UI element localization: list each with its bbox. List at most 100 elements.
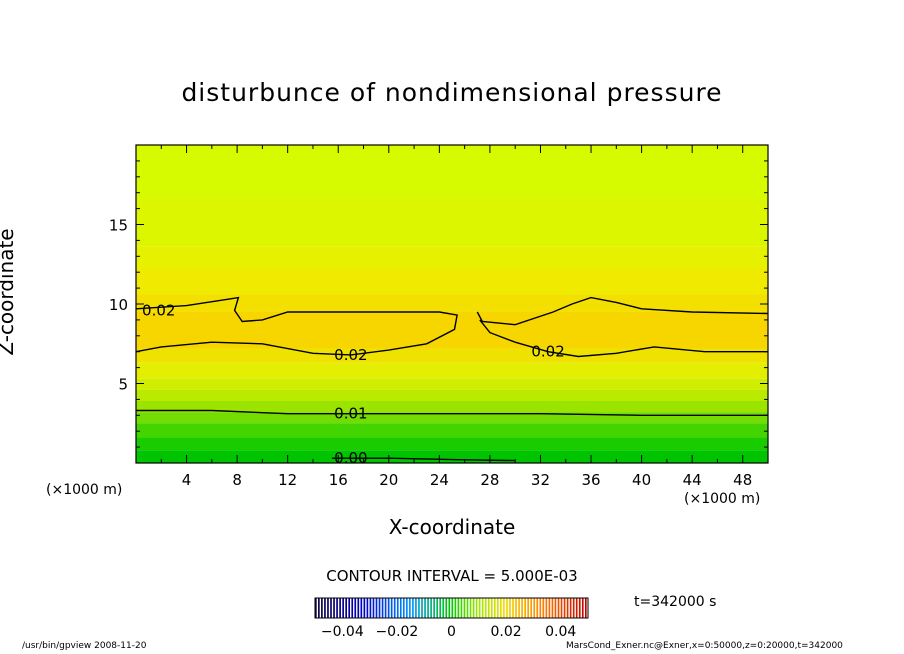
colorbar-stripe	[412, 598, 414, 618]
colorbar-stripe	[575, 598, 578, 618]
colorbar-tick-label: −0.02	[375, 624, 418, 640]
colorbar-stripe	[436, 598, 439, 618]
colorbar-stripe	[378, 598, 381, 618]
colorbar-frame	[314, 597, 589, 619]
colorbar-stripe	[560, 598, 563, 618]
fill-band	[136, 269, 768, 295]
colorbar-stripe	[330, 598, 332, 618]
fill-band	[136, 348, 768, 363]
colorbar-stripe	[484, 598, 487, 618]
fill-band	[136, 378, 768, 390]
colorbar-stripe	[345, 598, 348, 618]
colorbar-stripe	[542, 598, 545, 618]
x-tick-label: 36	[581, 471, 600, 489]
colorbar-stripe	[336, 598, 338, 618]
contour-fill-layer	[136, 145, 768, 463]
colorbar-stripe	[424, 598, 426, 618]
colorbar-stripe	[387, 598, 390, 618]
colorbar-stripe	[506, 598, 508, 618]
colorbar-stripe	[460, 598, 463, 618]
fill-band	[136, 400, 768, 413]
colorbar-stripe	[497, 598, 499, 618]
colorbar-stripe	[527, 598, 530, 618]
fill-band	[136, 437, 768, 451]
colorbar: −0.04 −0.02 0 0.02 0.04	[314, 597, 589, 640]
colorbar-stripe	[390, 598, 393, 618]
colorbar-stripe	[457, 598, 460, 618]
y-tick-label: 10	[109, 296, 128, 314]
colorbar-stripe	[463, 598, 466, 618]
colorbar-stripe	[557, 598, 560, 618]
colorbar-stripe	[548, 598, 551, 618]
colorbar-stripe	[406, 598, 408, 618]
colorbar-stripe	[421, 598, 423, 618]
contour-label: 0.01	[334, 405, 367, 423]
fill-band	[136, 423, 768, 438]
x-tick-label: 32	[531, 471, 550, 489]
colorbar-stripe	[360, 598, 363, 618]
colorbar-stripe	[369, 598, 372, 618]
colorbar-stripe	[533, 598, 536, 618]
contour-label: 0.02	[334, 346, 367, 364]
fill-band	[136, 294, 768, 312]
colorbar-stripe	[475, 598, 478, 618]
colorbar-stripe	[448, 598, 451, 618]
x-tick-label: 12	[278, 471, 297, 489]
y-axis-label: Z-coordinate	[0, 228, 18, 356]
contour-line	[135, 296, 458, 356]
colorbar-stripe	[439, 598, 442, 618]
colorbar-tick-label: −0.04	[321, 624, 364, 640]
contour-label: 0.02	[142, 301, 175, 319]
colorbar-stripe	[563, 598, 566, 618]
x-tick-label: 24	[430, 471, 449, 489]
colorbar-stripe	[481, 598, 484, 618]
colorbar-stripe	[539, 598, 542, 618]
colorbar-stripe	[512, 598, 514, 618]
colorbar-stripe	[566, 598, 569, 618]
x-tick-label: 16	[329, 471, 348, 489]
colorbar-stripe	[584, 598, 587, 618]
colorbar-stripe	[500, 598, 502, 618]
colorbar-stripe	[348, 598, 351, 618]
colorbar-stripe	[351, 598, 354, 618]
colorbar-stripe	[381, 598, 384, 618]
x-tick-label: 4	[182, 471, 192, 489]
colorbar-stripe	[327, 598, 329, 618]
colorbar-stripe	[442, 598, 445, 618]
colorbar-stripe	[342, 598, 344, 618]
fill-band	[136, 362, 768, 379]
colorbar-stripe	[493, 598, 496, 618]
colorbar-stripe	[445, 598, 448, 618]
contour-label: 0.00	[334, 449, 367, 467]
colorbar-stripe	[472, 598, 475, 618]
x-axis-label: X-coordinate	[388, 515, 516, 539]
colorbar-stripe	[375, 598, 378, 618]
contour-line-layer	[135, 296, 769, 462]
x-unit-label-left: (×1000 m)	[46, 482, 123, 498]
colorbar-stripe	[333, 598, 335, 618]
colorbar-stripe	[572, 598, 575, 618]
contour-interval-label: CONTOUR INTERVAL = 5.000E-03	[326, 567, 578, 585]
colorbar-stripe	[384, 598, 387, 618]
colorbar-stripe	[490, 598, 493, 618]
footer-data-source: MarsCond_Exner.nc@Exner,x=0:50000,z=0:20…	[566, 641, 843, 651]
fill-band	[136, 450, 768, 463]
time-label: t=342000 s	[634, 594, 717, 610]
colorbar-stripe	[478, 598, 481, 618]
colorbar-stripe	[339, 598, 341, 618]
colorbar-stripe	[487, 598, 490, 618]
colorbar-stripe	[324, 598, 326, 618]
colorbar-stripe	[524, 598, 526, 618]
x-tick-label: 44	[683, 471, 702, 489]
colorbar-stripe	[430, 598, 432, 618]
colorbar-stripe	[393, 598, 396, 618]
colorbar-stripe	[399, 598, 402, 618]
contour-label: 0.02	[531, 343, 564, 361]
colorbar-stripe	[427, 598, 429, 618]
colorbar-stripe	[578, 598, 581, 618]
colorbar-stripe	[357, 598, 360, 618]
fill-band	[136, 246, 768, 270]
footer-program-date: /usr/bin/gpview 2008-11-20	[22, 641, 147, 651]
